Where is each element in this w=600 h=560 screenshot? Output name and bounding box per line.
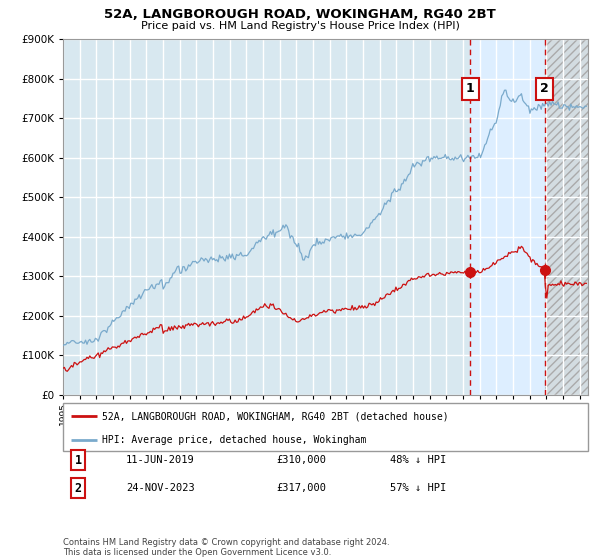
Bar bbox=[545, 39, 588, 395]
Text: 1: 1 bbox=[466, 82, 475, 96]
Bar bbox=[470, 39, 545, 395]
Text: 2: 2 bbox=[74, 482, 82, 495]
Text: 11-JUN-2019: 11-JUN-2019 bbox=[126, 455, 195, 465]
Text: £310,000: £310,000 bbox=[276, 455, 326, 465]
Text: Contains HM Land Registry data © Crown copyright and database right 2024.
This d: Contains HM Land Registry data © Crown c… bbox=[63, 538, 389, 557]
Text: Price paid vs. HM Land Registry's House Price Index (HPI): Price paid vs. HM Land Registry's House … bbox=[140, 21, 460, 31]
Text: 24-NOV-2023: 24-NOV-2023 bbox=[126, 483, 195, 493]
Text: 57% ↓ HPI: 57% ↓ HPI bbox=[390, 483, 446, 493]
Text: HPI: Average price, detached house, Wokingham: HPI: Average price, detached house, Woki… bbox=[103, 435, 367, 445]
Text: 52A, LANGBOROUGH ROAD, WOKINGHAM, RG40 2BT (detached house): 52A, LANGBOROUGH ROAD, WOKINGHAM, RG40 2… bbox=[103, 411, 449, 421]
FancyBboxPatch shape bbox=[63, 403, 588, 451]
Text: 1: 1 bbox=[74, 454, 82, 467]
Text: £317,000: £317,000 bbox=[276, 483, 326, 493]
Text: 2: 2 bbox=[540, 82, 549, 96]
Text: 52A, LANGBOROUGH ROAD, WOKINGHAM, RG40 2BT: 52A, LANGBOROUGH ROAD, WOKINGHAM, RG40 2… bbox=[104, 8, 496, 21]
Text: 48% ↓ HPI: 48% ↓ HPI bbox=[390, 455, 446, 465]
Bar bbox=[545, 39, 588, 395]
